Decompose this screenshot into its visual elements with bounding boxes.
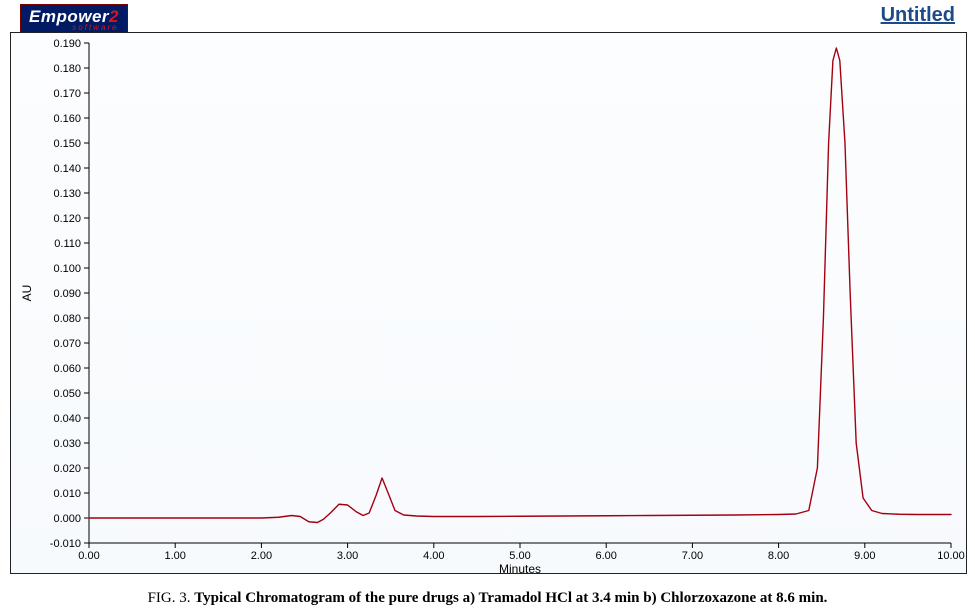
svg-text:0.120: 0.120 <box>53 213 81 225</box>
svg-text:0.130: 0.130 <box>53 188 81 200</box>
svg-text:0.080: 0.080 <box>53 313 81 325</box>
svg-text:0.010: 0.010 <box>53 488 81 500</box>
svg-text:0.020: 0.020 <box>53 463 81 475</box>
svg-text:3.00: 3.00 <box>337 550 358 562</box>
caption-prefix: FIG. 3. <box>148 590 195 606</box>
svg-text:0.160: 0.160 <box>53 113 81 125</box>
chart-svg: -0.010 0.000 0.010 0.020 0.030 0.040 0.050 0.06… <box>11 33 966 573</box>
svg-text:0.00: 0.00 <box>78 550 99 562</box>
svg-text:1.00: 1.00 <box>164 550 185 562</box>
svg-text:0.090: 0.090 <box>53 288 81 300</box>
svg-text:10.00: 10.00 <box>937 550 965 562</box>
svg-text:8.00: 8.00 <box>768 550 789 562</box>
svg-text:0.140: 0.140 <box>53 163 81 175</box>
header: Empower2 software Untitled <box>10 4 965 30</box>
svg-text:0.000: 0.000 <box>53 513 81 525</box>
chromatogram-chart: -0.010 0.000 0.010 0.020 0.030 0.040 0.050 0.06… <box>10 32 967 574</box>
svg-text:0.050: 0.050 <box>53 388 81 400</box>
svg-text:0.040: 0.040 <box>53 413 81 425</box>
svg-text:0.190: 0.190 <box>53 38 81 50</box>
svg-text:0.100: 0.100 <box>53 263 81 275</box>
svg-text:AU: AU <box>20 285 34 302</box>
caption-text: Typical Chromatogram of the pure drugs a… <box>194 590 827 606</box>
svg-text:0.170: 0.170 <box>53 88 81 100</box>
svg-text:6.00: 6.00 <box>595 550 616 562</box>
svg-text:0.150: 0.150 <box>53 138 81 150</box>
svg-text:7.00: 7.00 <box>682 550 703 562</box>
svg-text:5.00: 5.00 <box>509 550 530 562</box>
svg-text:4.00: 4.00 <box>423 550 444 562</box>
svg-text:0.110: 0.110 <box>54 238 81 250</box>
svg-text:0.060: 0.060 <box>53 363 81 375</box>
svg-text:0.030: 0.030 <box>53 438 81 450</box>
svg-text:9.00: 9.00 <box>854 550 875 562</box>
svg-text:2.00: 2.00 <box>251 550 272 562</box>
figure-caption: FIG. 3. Typical Chromatogram of the pure… <box>0 590 975 607</box>
svg-text:0.070: 0.070 <box>53 338 81 350</box>
document-title: Untitled <box>881 4 955 27</box>
svg-text:Minutes: Minutes <box>499 562 541 573</box>
svg-text:-0.010: -0.010 <box>50 538 81 550</box>
svg-text:0.180: 0.180 <box>53 63 81 75</box>
